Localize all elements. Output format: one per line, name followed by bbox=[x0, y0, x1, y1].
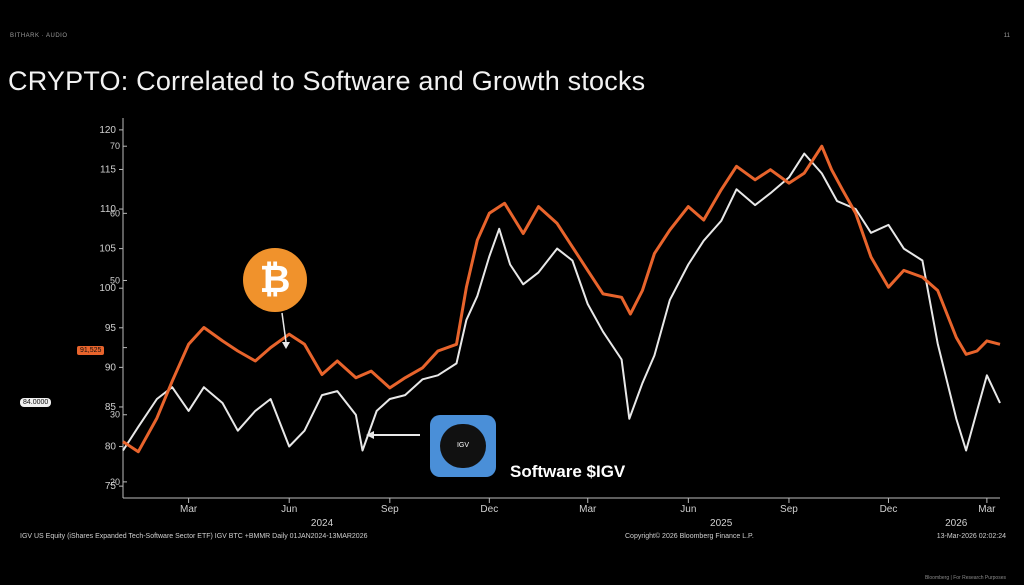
left-axis-tick-label: 90 bbox=[105, 362, 117, 373]
left-axis-tick-label: 75 bbox=[105, 481, 117, 492]
left-axis-tick-label: 85 bbox=[105, 402, 117, 413]
x-axis-tick-label: Dec bbox=[480, 504, 498, 515]
x-axis-year-label: 2024 bbox=[311, 518, 334, 529]
btc-axis-tick-label: 30 bbox=[110, 410, 120, 420]
igv-series-line bbox=[122, 152, 1001, 452]
header-left-text: BITHARK · AUDIO bbox=[10, 33, 68, 39]
x-axis-tick-label: Jun bbox=[281, 504, 297, 515]
btc-price-badge: 91,525 bbox=[77, 346, 105, 355]
left-axis-tick-label: 105 bbox=[99, 244, 116, 255]
footer-timestamp: 13-Mar-2026 02:02:24 bbox=[936, 533, 1006, 540]
x-axis-tick-label: Mar bbox=[579, 504, 597, 515]
software-igv-icon: IGV bbox=[430, 415, 496, 477]
x-axis-tick-label: Jun bbox=[680, 504, 696, 515]
footer-disclaimer: Bloomberg | For Research Purposes bbox=[924, 575, 1006, 581]
x-axis-year-label: 2026 bbox=[945, 518, 968, 529]
btc-axis-tick-label: 20 bbox=[110, 477, 120, 487]
header-page-number: 11 bbox=[1003, 33, 1010, 39]
x-axis-tick-label: Mar bbox=[978, 504, 996, 515]
chart-title: CRYPTO: Correlated to Software and Growt… bbox=[8, 66, 646, 96]
bitcoin-icon: ₿ bbox=[243, 248, 307, 312]
x-axis-year-label: 2025 bbox=[710, 518, 733, 529]
left-axis-tick-label: 95 bbox=[105, 323, 117, 334]
btc-series-line bbox=[122, 144, 1001, 454]
x-axis-tick-label: Sep bbox=[780, 504, 798, 515]
left-axis-tick-label: 115 bbox=[100, 164, 116, 175]
left-axis-tick-label: 110 bbox=[100, 204, 116, 215]
btc-axis-tick-label: 70 bbox=[110, 141, 120, 151]
bitcoin-pointer-arrow bbox=[282, 342, 290, 349]
x-axis-tick-label: Dec bbox=[880, 504, 898, 515]
software-igv-label: Software $IGV bbox=[510, 462, 626, 481]
igv-icon-text: IGV bbox=[440, 424, 486, 468]
footer-copyright: Copyright© 2026 Bloomberg Finance L.P. bbox=[625, 533, 754, 540]
left-axis-tick-label: 80 bbox=[105, 442, 117, 453]
x-axis-tick-label: Sep bbox=[381, 504, 399, 515]
left-axis-tick-label: 120 bbox=[99, 125, 116, 136]
igv-price-badge: 84.0000 bbox=[20, 398, 52, 407]
x-axis-tick-label: Mar bbox=[180, 504, 198, 515]
btc-axis-tick-label: 50 bbox=[110, 275, 120, 285]
bitcoin-pointer-line bbox=[281, 312, 287, 343]
left-axis-tick-label: 100 bbox=[99, 283, 116, 294]
footer-source: IGV US Equity (iShares Expanded Tech-Sof… bbox=[20, 533, 368, 540]
igv-pointer-arrow bbox=[366, 431, 374, 439]
btc-axis-tick-label: 60 bbox=[110, 208, 120, 218]
